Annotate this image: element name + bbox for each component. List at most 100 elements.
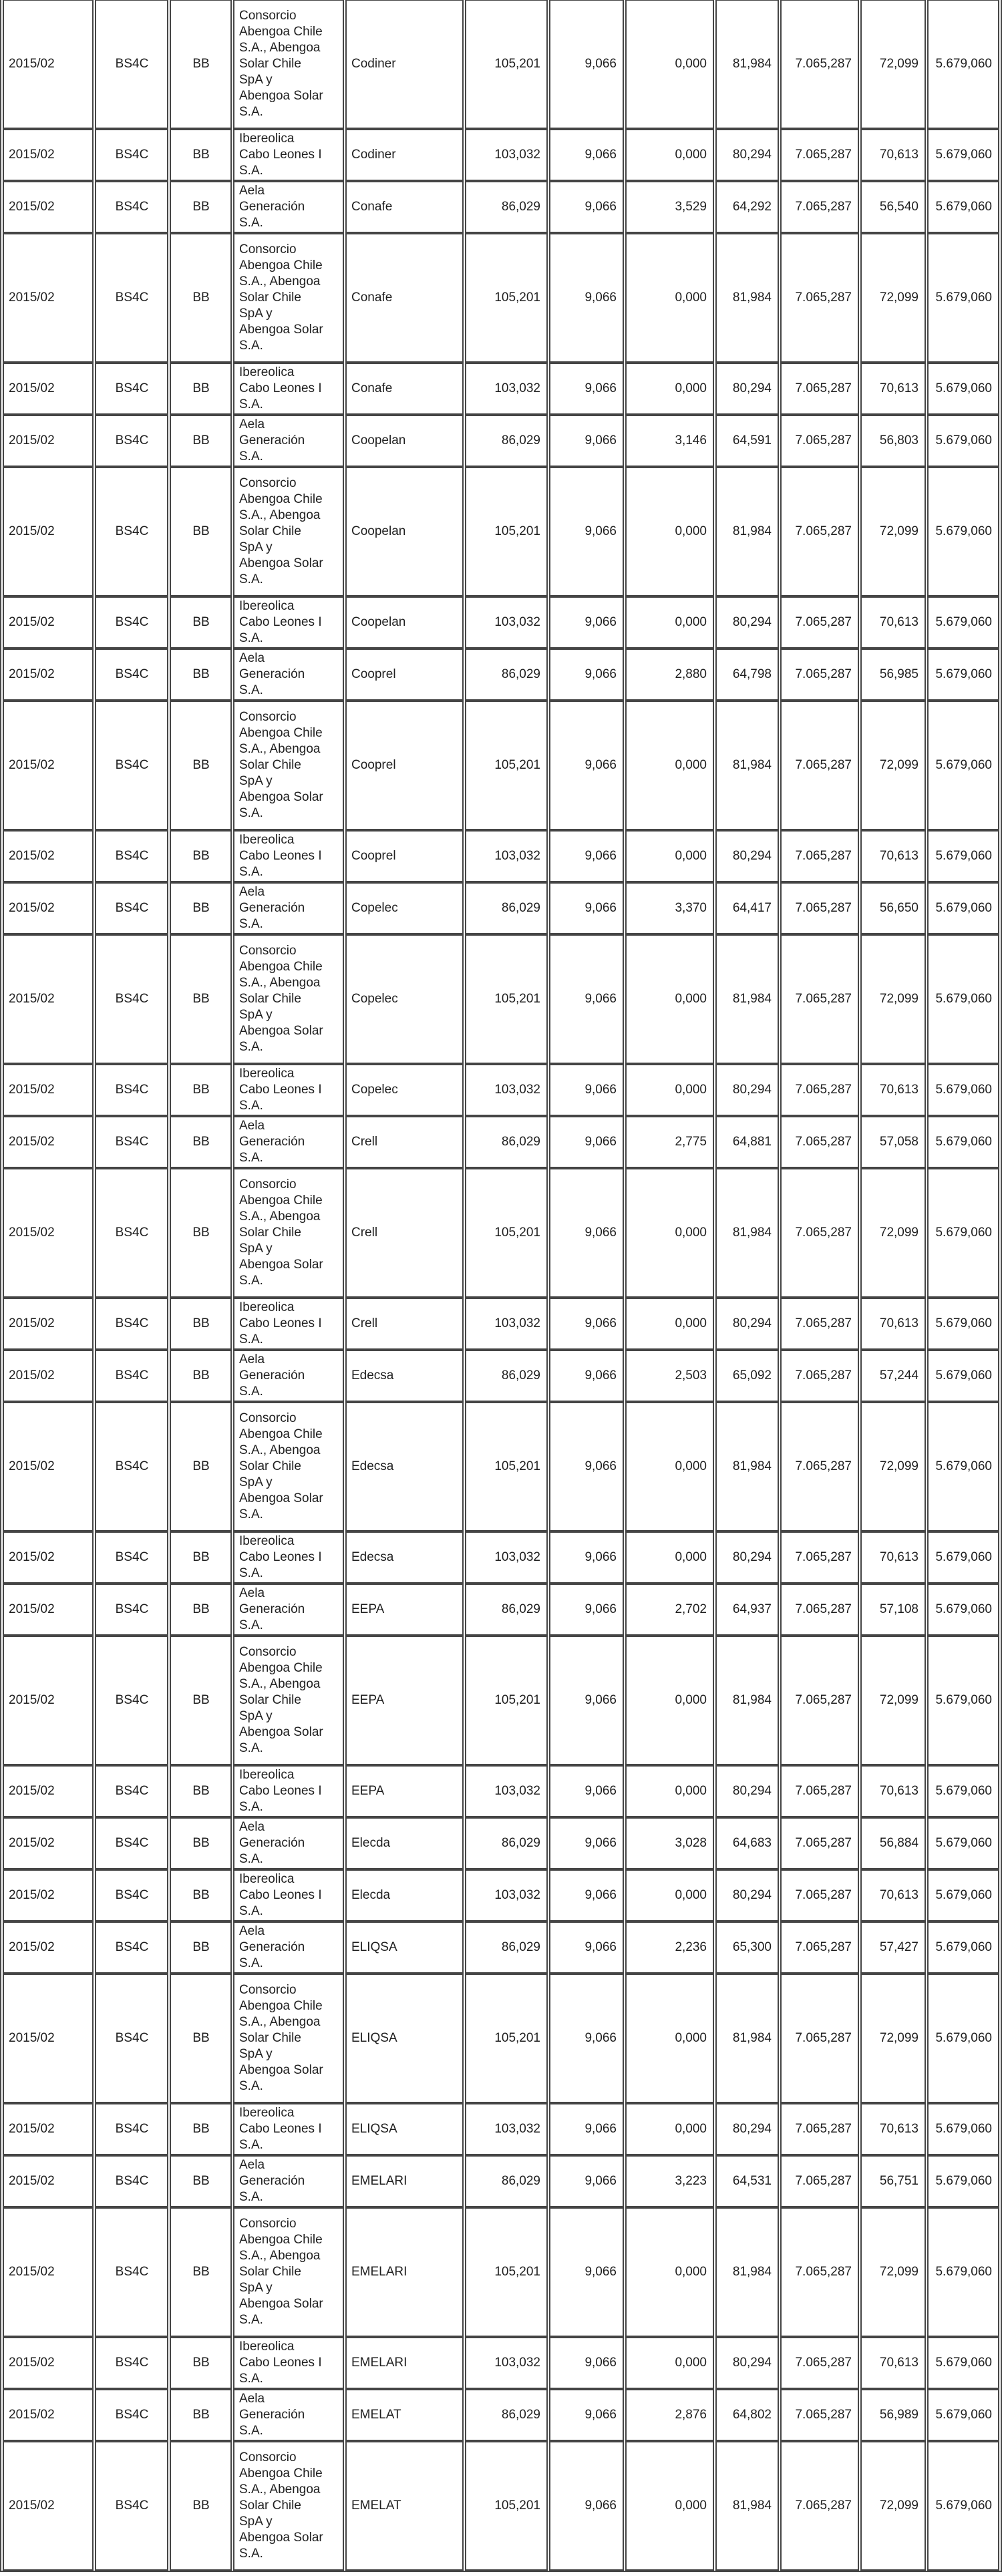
value-cell: 105,201 xyxy=(465,467,548,596)
value-cell: 5.679,060 xyxy=(927,649,999,701)
value-cell: 0,000 xyxy=(625,1168,714,1298)
generator-company-cell: Ibereolica Cabo Leones I S.A. xyxy=(233,1064,344,1116)
block-code-cell: BB xyxy=(170,129,232,181)
generator-company-cell: Ibereolica Cabo Leones I S.A. xyxy=(233,1298,344,1350)
value-cell: 70,613 xyxy=(860,2103,926,2155)
value-cell: 105,201 xyxy=(465,1402,548,1531)
period-cell: 2015/02 xyxy=(3,882,94,934)
table-row: 2015/02 BS4C BB Consorcio Abengoa Chile … xyxy=(3,1168,999,1298)
value-cell: 86,029 xyxy=(465,1584,548,1636)
table-row: 2015/02 BS4C BB Consorcio Abengoa Chile … xyxy=(3,467,999,596)
distributor-cell: Elecda xyxy=(345,1869,464,1921)
generator-company-cell: Ibereolica Cabo Leones I S.A. xyxy=(233,1869,344,1921)
table-row: 2015/02 BS4C BB Ibereolica Cabo Leones I… xyxy=(3,596,999,649)
table-row: 2015/02 BS4C BB Ibereolica Cabo Leones I… xyxy=(3,363,999,415)
value-cell: 72,099 xyxy=(860,2207,926,2337)
status-code-cell: BS4C xyxy=(95,1636,168,1765)
value-cell: 5.679,060 xyxy=(927,1636,999,1765)
status-code-cell: BS4C xyxy=(95,1168,168,1298)
block-code-cell: BB xyxy=(170,2103,232,2155)
value-cell: 3,370 xyxy=(625,882,714,934)
value-cell: 5.679,060 xyxy=(927,2389,999,2441)
value-cell: 103,032 xyxy=(465,1064,548,1116)
value-cell: 65,092 xyxy=(715,1350,779,1402)
status-code-cell: BS4C xyxy=(95,1531,168,1584)
value-cell: 57,244 xyxy=(860,1350,926,1402)
value-cell: 70,613 xyxy=(860,830,926,882)
value-cell: 103,032 xyxy=(465,2103,548,2155)
value-cell: 7.065,287 xyxy=(780,1921,859,1974)
value-cell: 5.679,060 xyxy=(927,1168,999,1298)
value-cell: 5.679,060 xyxy=(927,596,999,649)
distributor-cell: Edecsa xyxy=(345,1402,464,1531)
value-cell: 0,000 xyxy=(625,1531,714,1584)
value-cell: 9,066 xyxy=(549,1765,624,1817)
value-cell: 2,236 xyxy=(625,1921,714,1974)
value-cell: 64,683 xyxy=(715,1817,779,1869)
value-cell: 86,029 xyxy=(465,2155,548,2207)
value-cell: 7.065,287 xyxy=(780,934,859,1064)
value-cell: 9,066 xyxy=(549,596,624,649)
value-cell: 7.065,287 xyxy=(780,830,859,882)
block-code-cell: BB xyxy=(170,1817,232,1869)
status-code-cell: BS4C xyxy=(95,1116,168,1168)
table-row: 2015/02 BS4C BB Aela Generación S.A. Cre… xyxy=(3,1116,999,1168)
block-code-cell: BB xyxy=(170,1636,232,1765)
value-cell: 5.679,060 xyxy=(927,1974,999,2103)
value-cell: 7.065,287 xyxy=(780,1350,859,1402)
table-row: 2015/02 BS4C BB Ibereolica Cabo Leones I… xyxy=(3,1064,999,1116)
block-code-cell: BB xyxy=(170,649,232,701)
value-cell: 5.679,060 xyxy=(927,0,999,129)
value-cell: 5.679,060 xyxy=(927,1116,999,1168)
value-cell: 5.679,060 xyxy=(927,1869,999,1921)
generator-company-cell: Ibereolica Cabo Leones I S.A. xyxy=(233,1531,344,1584)
table-row: 2015/02 BS4C BB Consorcio Abengoa Chile … xyxy=(3,1974,999,2103)
block-code-cell: BB xyxy=(170,1350,232,1402)
status-code-cell: BS4C xyxy=(95,934,168,1064)
value-cell: 5.679,060 xyxy=(927,1064,999,1116)
table-row: 2015/02 BS4C BB Aela Generación S.A. Coo… xyxy=(3,649,999,701)
value-cell: 7.065,287 xyxy=(780,596,859,649)
value-cell: 56,985 xyxy=(860,649,926,701)
value-cell: 80,294 xyxy=(715,2337,779,2389)
table-row: 2015/02 BS4C BB Ibereolica Cabo Leones I… xyxy=(3,1765,999,1817)
table-row: 2015/02 BS4C BB Consorcio Abengoa Chile … xyxy=(3,0,999,129)
generator-company-cell: Aela Generación S.A. xyxy=(233,181,344,233)
distributor-cell: Conafe xyxy=(345,363,464,415)
period-cell: 2015/02 xyxy=(3,596,94,649)
period-cell: 2015/02 xyxy=(3,1974,94,2103)
value-cell: 9,066 xyxy=(549,2103,624,2155)
generator-company-cell: Consorcio Abengoa Chile S.A., Abengoa So… xyxy=(233,1168,344,1298)
value-cell: 9,066 xyxy=(549,1531,624,1584)
generator-company-cell: Consorcio Abengoa Chile S.A., Abengoa So… xyxy=(233,934,344,1064)
block-code-cell: BB xyxy=(170,0,232,129)
table-body: 2015/02 BS4C BB Consorcio Abengoa Chile … xyxy=(3,0,999,2571)
value-cell: 9,066 xyxy=(549,1402,624,1531)
value-cell: 5.679,060 xyxy=(927,1584,999,1636)
value-cell: 0,000 xyxy=(625,467,714,596)
value-cell: 80,294 xyxy=(715,2103,779,2155)
value-cell: 70,613 xyxy=(860,1869,926,1921)
value-cell: 0,000 xyxy=(625,1402,714,1531)
block-code-cell: BB xyxy=(170,882,232,934)
value-cell: 9,066 xyxy=(549,934,624,1064)
value-cell: 0,000 xyxy=(625,2441,714,2571)
generator-company-cell: Ibereolica Cabo Leones I S.A. xyxy=(233,596,344,649)
value-cell: 103,032 xyxy=(465,363,548,415)
table-row: 2015/02 BS4C BB Aela Generación S.A. Coo… xyxy=(3,415,999,467)
value-cell: 80,294 xyxy=(715,1298,779,1350)
value-cell: 5.679,060 xyxy=(927,934,999,1064)
generator-company-cell: Ibereolica Cabo Leones I S.A. xyxy=(233,363,344,415)
value-cell: 3,146 xyxy=(625,415,714,467)
generator-company-cell: Aela Generación S.A. xyxy=(233,2389,344,2441)
value-cell: 80,294 xyxy=(715,1869,779,1921)
table-row: 2015/02 BS4C BB Consorcio Abengoa Chile … xyxy=(3,233,999,363)
value-cell: 7.065,287 xyxy=(780,1402,859,1531)
block-code-cell: BB xyxy=(170,2441,232,2571)
table-row: 2015/02 BS4C BB Aela Generación S.A. Cop… xyxy=(3,882,999,934)
distributor-cell: EEPA xyxy=(345,1636,464,1765)
distributor-cell: EEPA xyxy=(345,1584,464,1636)
value-cell: 0,000 xyxy=(625,596,714,649)
status-code-cell: BS4C xyxy=(95,181,168,233)
